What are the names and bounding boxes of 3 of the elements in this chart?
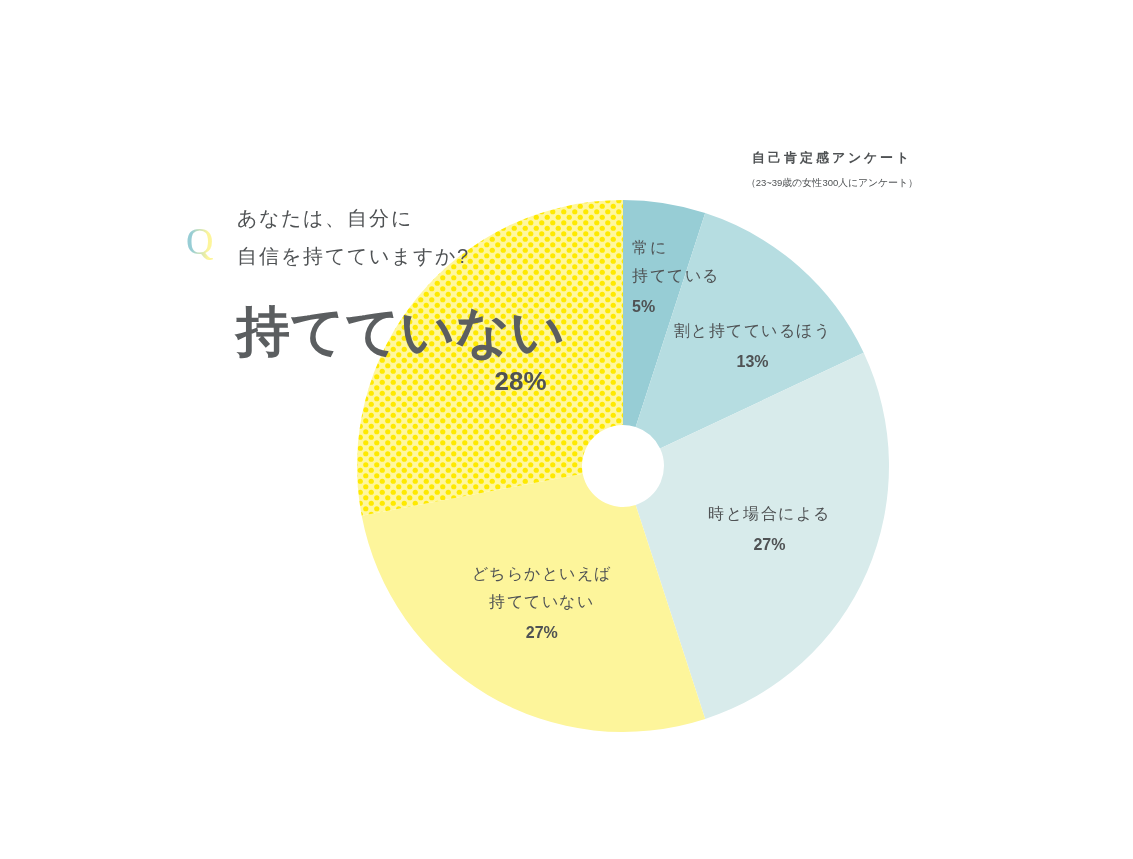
q-mark: Q <box>186 220 214 262</box>
subtitle: （23~39歳の女性300人にアンケート） <box>745 176 919 188</box>
title: 自己肯定感アンケート <box>752 149 912 165</box>
